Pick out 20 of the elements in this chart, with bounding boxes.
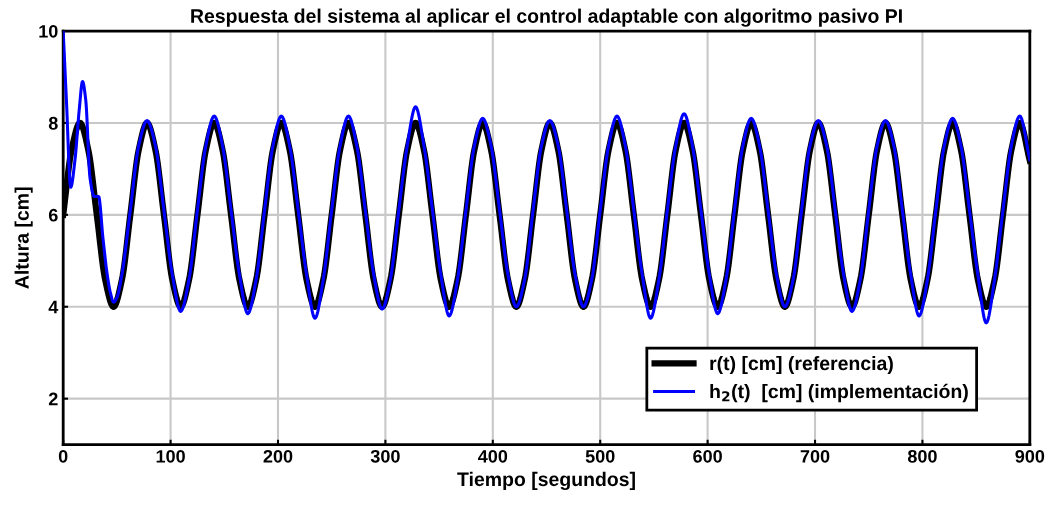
y-axis-title: Altura [cm] bbox=[14, 187, 33, 289]
x-tick-label: 800 bbox=[907, 449, 937, 463]
x-tick-label: 700 bbox=[800, 449, 830, 463]
legend-label: h$_{2}$(t) [cm] (implementación) bbox=[710, 383, 968, 403]
x-tick-label: 500 bbox=[585, 449, 615, 463]
x-axis-title: Tiempo [segundos] bbox=[457, 471, 635, 491]
y-tick-label: 10 bbox=[39, 24, 58, 38]
y-tick-label: 2 bbox=[48, 392, 58, 406]
x-tick-label: 900 bbox=[1015, 449, 1045, 463]
x-tick-label: 300 bbox=[370, 449, 400, 463]
x-tick-label: 600 bbox=[693, 449, 722, 463]
y-tick-label: 4 bbox=[48, 300, 59, 314]
y-tick-label: 6 bbox=[48, 208, 58, 222]
x-tick-label: 0 bbox=[58, 449, 68, 463]
chart-title: Respuesta del sistema al aplicar el control adaptable con algoritmo pasivo PI bbox=[191, 8, 902, 27]
legend-label: r(t) [cm] (referencia) bbox=[710, 355, 893, 375]
x-tick-label: 400 bbox=[478, 449, 508, 463]
x-tick-label: 200 bbox=[263, 449, 293, 463]
y-tick-label: 8 bbox=[48, 116, 58, 130]
x-tick-label: 100 bbox=[156, 449, 185, 463]
